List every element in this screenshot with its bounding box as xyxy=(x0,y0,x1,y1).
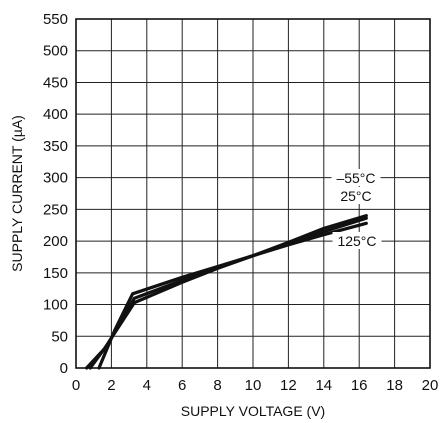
x-tick-label: 20 xyxy=(422,377,439,394)
series-layer xyxy=(84,214,368,370)
y-tick-label: 500 xyxy=(43,43,68,60)
y-tick-label: 450 xyxy=(43,74,68,91)
x-tick-label: 14 xyxy=(315,377,332,394)
y-tick-label: 300 xyxy=(43,170,68,187)
x-axis-title: SUPPLY VOLTAGE (V) xyxy=(181,403,325,419)
x-tick-label: 0 xyxy=(72,377,80,394)
y-tick-label: 100 xyxy=(43,297,68,314)
x-tick-label: 16 xyxy=(351,377,368,394)
y-axis-title: SUPPLY CURRENT (µA) xyxy=(9,115,25,272)
x-tick-label: 4 xyxy=(143,377,151,394)
y-tick-label: 250 xyxy=(43,201,68,218)
series-labels: –55°C 25°C 125°C xyxy=(331,169,382,249)
x-tick-label: 6 xyxy=(178,377,186,394)
series-line-0 xyxy=(84,214,368,370)
plot-area xyxy=(75,18,431,369)
series-label-bg xyxy=(331,169,381,186)
series-label-bg xyxy=(335,187,377,204)
series-label-bg xyxy=(332,232,382,249)
series-line-2 xyxy=(97,221,368,370)
x-axis-ticks: 0 2 4 6 8 10 12 14 16 18 20 xyxy=(72,377,439,394)
y-tick-label: 400 xyxy=(43,106,68,123)
x-tick-label: 8 xyxy=(213,377,221,394)
y-axis-ticks: 0 50 100 150 200 250 300 350 400 450 500 550 xyxy=(43,11,68,377)
y-tick-label: 50 xyxy=(51,328,68,345)
y-tick-label: 550 xyxy=(43,11,68,28)
x-tick-label: 12 xyxy=(280,377,297,394)
series-label-1: 25°C xyxy=(340,188,371,204)
y-tick-label: 350 xyxy=(43,138,68,155)
series-label-0: –55°C xyxy=(336,170,375,186)
x-tick-label: 18 xyxy=(386,377,403,394)
y-tick-label: 150 xyxy=(43,265,68,282)
grid xyxy=(76,19,430,368)
x-tick-label: 2 xyxy=(107,377,115,394)
x-tick-label: 10 xyxy=(245,377,262,394)
series-label-2: 125°C xyxy=(337,233,376,249)
y-tick-label: 200 xyxy=(43,233,68,250)
y-tick-label: 0 xyxy=(60,360,68,377)
